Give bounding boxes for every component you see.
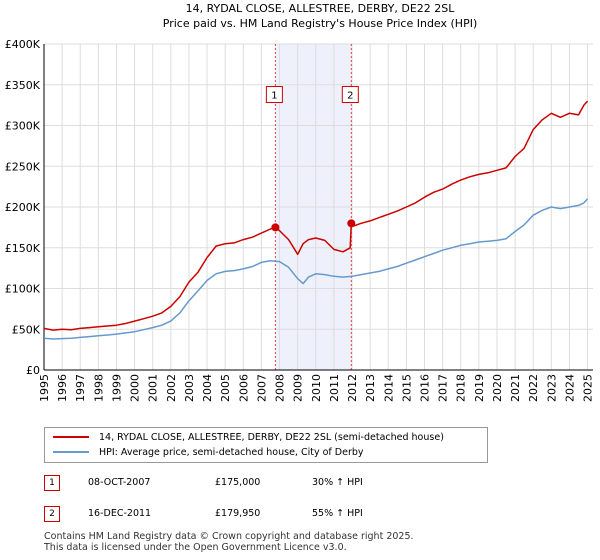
x-tick-label: 1998 — [92, 374, 105, 402]
legend-label-property: 14, RYDAL CLOSE, ALLESTREE, DERBY, DE22 … — [99, 431, 444, 443]
x-tick-label: 2005 — [219, 374, 232, 402]
x-tick-label: 1997 — [74, 374, 87, 402]
legend-swatch-hpi — [53, 451, 89, 453]
sale-row: 2 16-DEC-2011 £179,950 55% ↑ HPI — [44, 506, 444, 524]
x-tick-label: 2014 — [382, 374, 395, 402]
sale-price: £175,000 — [215, 477, 261, 488]
sale-label-number: 2 — [347, 91, 353, 102]
x-tick-label: 2007 — [255, 374, 268, 402]
legend-item-hpi: HPI: Average price, semi-detached house,… — [53, 445, 364, 459]
footer-line-licence: This data is licensed under the Open Gov… — [44, 542, 347, 553]
x-tick-label: 2000 — [129, 374, 142, 402]
x-tick-label: 2024 — [563, 374, 576, 402]
x-tick-label: 2021 — [509, 374, 522, 402]
sale-price: £179,950 — [215, 508, 261, 519]
x-tick-label: 2008 — [274, 374, 287, 402]
sale-label-box — [265, 86, 283, 104]
sale-row: 1 08-OCT-2007 £175,000 30% ↑ HPI — [44, 475, 444, 493]
sale-date: 16-DEC-2011 — [88, 508, 152, 519]
x-tick-label: 2022 — [527, 374, 540, 402]
sale-number-badge: 1 — [44, 475, 60, 491]
chart-subtitle: Price paid vs. HM Land Registry's House … — [163, 17, 478, 30]
x-tick-label: 2025 — [582, 374, 595, 402]
sale-hpi-change: 55% ↑ HPI — [312, 508, 363, 519]
x-tick-label: 1999 — [110, 374, 123, 402]
y-tick-label: £150K — [5, 242, 41, 255]
x-tick-label: 2015 — [400, 374, 413, 402]
x-tick-label: 2011 — [328, 374, 341, 402]
legend-swatch-property — [53, 436, 89, 438]
x-tick-label: 2006 — [237, 374, 250, 402]
x-tick-label: 2016 — [418, 374, 431, 402]
sale-hpi-change: 30% ↑ HPI — [312, 477, 363, 488]
x-tick-label: 2003 — [183, 374, 196, 402]
y-tick-label: £300K — [5, 120, 41, 133]
x-tick-label: 2009 — [292, 374, 305, 402]
x-tick-label: 2012 — [346, 374, 359, 402]
footer-attribution: Contains HM Land Registry data © Crown c… — [44, 531, 414, 553]
x-tick-label: 2010 — [310, 374, 323, 402]
y-tick-label: £0 — [26, 364, 40, 377]
price-paid-series-line — [43, 100, 589, 331]
x-tick-label: 1995 — [38, 374, 51, 402]
hpi-series-line — [43, 198, 589, 340]
sale-label-number: 1 — [271, 91, 277, 102]
sale-number-badge: 2 — [44, 506, 60, 522]
legend-label-hpi: HPI: Average price, semi-detached house,… — [99, 446, 364, 458]
x-tick-label: 2017 — [437, 374, 450, 402]
y-tick-label: £350K — [5, 79, 41, 92]
x-tick-label: 1996 — [56, 374, 69, 402]
chart-legend: 14, RYDAL CLOSE, ALLESTREE, DERBY, DE22 … — [44, 427, 488, 463]
legend-item-property: 14, RYDAL CLOSE, ALLESTREE, DERBY, DE22 … — [53, 430, 444, 444]
x-tick-label: 2019 — [473, 374, 486, 402]
x-tick-label: 2013 — [364, 374, 377, 402]
sale-date: 08-OCT-2007 — [88, 477, 151, 488]
sale-point — [347, 219, 356, 228]
x-tick-label: 2020 — [491, 374, 504, 402]
chart-title: 14, RYDAL CLOSE, ALLESTREE, DERBY, DE22 … — [186, 2, 456, 15]
y-tick-label: £400K — [5, 38, 41, 51]
x-tick-label: 2023 — [545, 374, 558, 402]
x-tick-label: 2004 — [201, 374, 214, 402]
y-tick-label: £200K — [5, 201, 41, 214]
x-tick-label: 2001 — [147, 374, 160, 402]
y-tick-label: £250K — [5, 160, 41, 173]
footer-line-copyright: Contains HM Land Registry data © Crown c… — [44, 531, 414, 542]
sale-point — [271, 223, 280, 232]
y-tick-label: £50K — [12, 323, 41, 336]
price-chart: 14, RYDAL CLOSE, ALLESTREE, DERBY, DE22 … — [5, 2, 595, 402]
x-tick-label: 2002 — [165, 374, 178, 402]
sale-label-box — [341, 86, 359, 104]
y-tick-label: £100K — [5, 283, 41, 296]
x-tick-label: 2018 — [455, 374, 468, 402]
